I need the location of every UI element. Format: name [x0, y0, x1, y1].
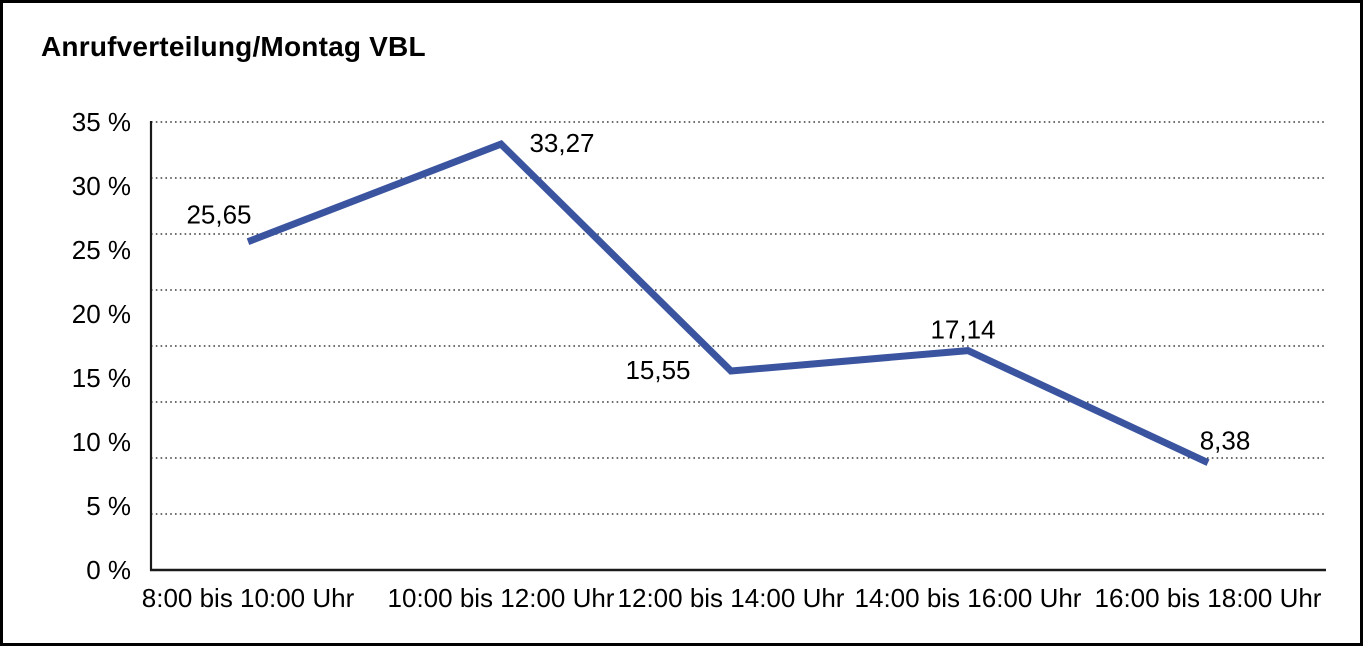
- y-tick-label: 10 %: [72, 427, 131, 457]
- y-tick-label: 35 %: [72, 107, 131, 137]
- y-tick-label: 25 %: [72, 235, 131, 265]
- x-category-label: 16:00 bis 18:00 Uhr: [1095, 583, 1322, 613]
- x-category-label: 12:00 bis 14:00 Uhr: [618, 583, 845, 613]
- value-label: 25,65: [186, 200, 251, 230]
- value-label: 15,55: [625, 355, 690, 385]
- x-category-label: 14:00 bis 16:00 Uhr: [855, 583, 1082, 613]
- y-tick-label: 0 %: [86, 555, 131, 585]
- data-series-line: [246, 140, 1210, 466]
- value-label: 33,27: [529, 128, 594, 158]
- y-tick-label: 20 %: [72, 299, 131, 329]
- y-tick-label: 15 %: [72, 363, 131, 393]
- line-chart-canvas: 0 % 5 % 10 % 15 % 20 % 25 % 30 % 35 % 8:00 bis 1…: [72, 107, 1326, 613]
- x-category-label: 10:00 bis 12:00 Uhr: [388, 583, 615, 613]
- y-tick-label: 5 %: [86, 491, 131, 521]
- y-tick-label: 30 %: [72, 171, 131, 201]
- chart-title: Anrufverteilung/Montag VBL: [41, 31, 426, 62]
- value-label: 8,38: [1200, 426, 1251, 456]
- value-label: 17,14: [930, 315, 995, 345]
- x-category-label: 8:00 bis 10:00 Uhr: [142, 583, 355, 613]
